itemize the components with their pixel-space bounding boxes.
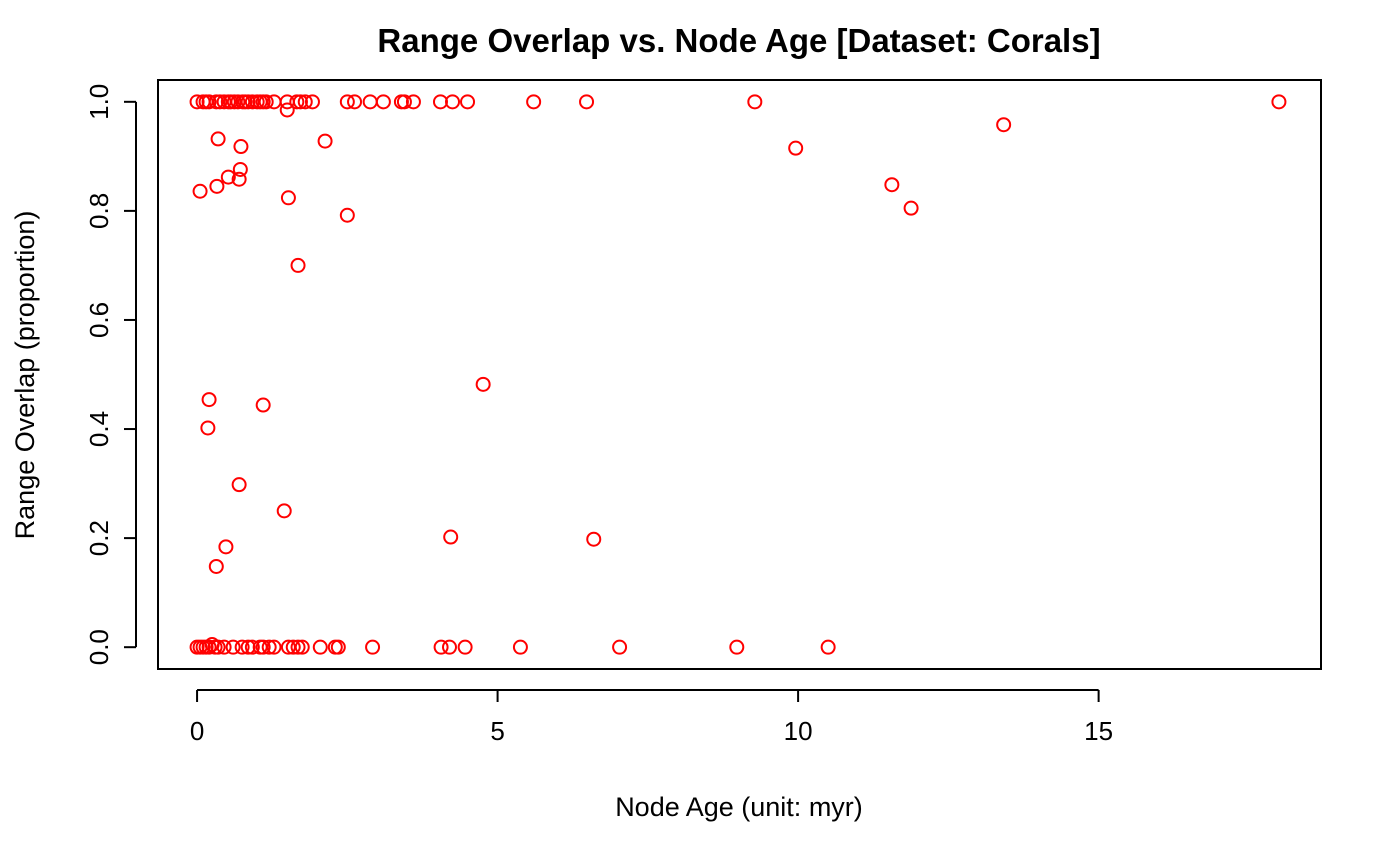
- data-point: [230, 94, 246, 110]
- data-point: [405, 94, 421, 110]
- data-point: [365, 639, 381, 655]
- data-point: [475, 376, 491, 392]
- data-point: [820, 639, 836, 655]
- data-point: [996, 117, 1012, 133]
- data-point: [233, 139, 249, 155]
- data-point: [258, 94, 274, 110]
- data-point: [210, 639, 226, 655]
- data-point: [330, 639, 346, 655]
- x-tick-label: 10: [784, 716, 813, 746]
- y-tick-label: 0.8: [84, 193, 114, 229]
- data-point: [457, 639, 473, 655]
- y-tick-label: 0.4: [84, 411, 114, 447]
- data-point: [276, 503, 292, 519]
- data-point: [884, 177, 900, 193]
- y-axis: 0.0 0.2 0.4 0.6 0.8 1.0: [84, 84, 137, 665]
- y-axis-label: Range Overlap (proportion): [10, 211, 40, 540]
- data-point: [280, 190, 296, 206]
- data-point: [220, 169, 236, 185]
- data-point: [232, 161, 248, 177]
- data-point: [304, 94, 320, 110]
- data-point: [317, 133, 333, 149]
- data-point: [212, 94, 228, 110]
- data-point: [244, 639, 260, 655]
- y-tick-label: 0.2: [84, 520, 114, 556]
- data-point: [375, 94, 391, 110]
- data-point: [255, 639, 271, 655]
- data-point: [729, 639, 745, 655]
- plot-area-frame: [157, 79, 1322, 670]
- data-point: [285, 639, 301, 655]
- x-axis: 0 5 10 15: [190, 689, 1113, 746]
- data-point: [234, 639, 250, 655]
- data-point: [747, 94, 763, 110]
- x-tick-label: 5: [490, 716, 504, 746]
- data-point: [201, 392, 217, 408]
- y-tick-label: 1.0: [84, 84, 114, 120]
- data-point: [216, 639, 232, 655]
- data-point: [192, 183, 208, 199]
- data-point: [586, 531, 602, 547]
- x-tick-label: 15: [1084, 716, 1113, 746]
- data-point: [442, 639, 458, 655]
- data-point: [1271, 94, 1287, 110]
- data-point: [297, 94, 313, 110]
- data-point: [201, 639, 217, 655]
- data-point: [294, 639, 310, 655]
- data-point: [339, 207, 355, 223]
- data-point: [362, 94, 378, 110]
- data-point: [290, 257, 306, 273]
- data-point: [231, 171, 247, 187]
- data-point: [200, 420, 216, 436]
- data-point: [445, 94, 461, 110]
- data-point: [201, 94, 217, 110]
- data-point: [443, 529, 459, 545]
- data-point: [255, 397, 271, 413]
- data-point: [526, 94, 542, 110]
- data-point: [290, 639, 306, 655]
- data-point: [460, 94, 476, 110]
- data-point: [209, 178, 225, 194]
- data-point: [210, 131, 226, 147]
- x-axis-label: Node Age (unit: myr): [615, 792, 863, 822]
- data-point: [433, 639, 449, 655]
- data-point: [339, 94, 355, 110]
- data-point: [788, 140, 804, 156]
- data-point: [261, 639, 277, 655]
- data-point: [396, 94, 412, 110]
- data-point: [312, 639, 328, 655]
- x-tick-label: 0: [190, 716, 204, 746]
- data-point: [225, 639, 241, 655]
- data-point: [231, 477, 247, 493]
- data-point: [347, 94, 363, 110]
- data-point: [266, 639, 282, 655]
- y-tick-label: 0.6: [84, 302, 114, 338]
- y-tick-label: 0.0: [84, 629, 114, 665]
- data-point: [327, 639, 343, 655]
- data-point: [279, 102, 295, 118]
- data-point: [208, 558, 224, 574]
- data-point: [579, 94, 595, 110]
- data-point: [512, 639, 528, 655]
- data-point: [612, 639, 628, 655]
- chart-title: Range Overlap vs. Node Age [Dataset: Cor…: [377, 22, 1100, 59]
- data-points: [189, 94, 1287, 655]
- data-point: [903, 200, 919, 216]
- data-point: [218, 539, 234, 555]
